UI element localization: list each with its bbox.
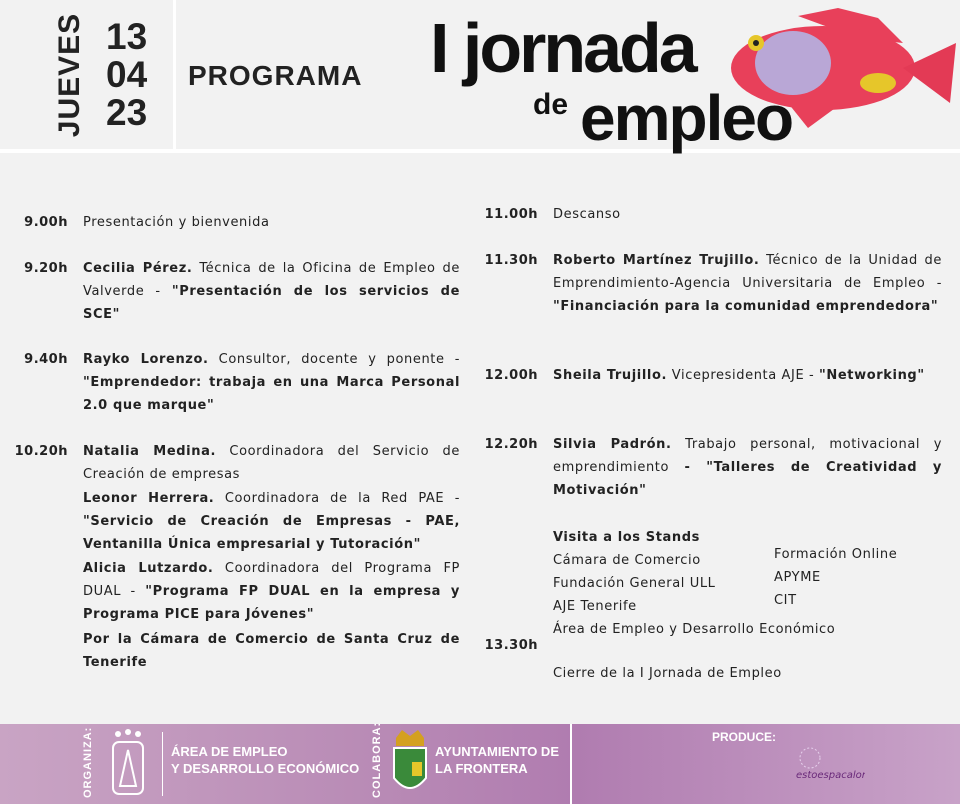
schedule-item: Alicia Lutzardo. Coordinadora del Progra… <box>83 557 460 626</box>
ayuntamiento-name: AYUNTAMIENTO DE LA FRONTERA <box>435 743 559 777</box>
stand: Formación Online <box>774 547 898 562</box>
produce-label: PRODUCE: <box>712 730 777 744</box>
item-emphasis: "Networking" <box>819 368 925 383</box>
item-emphasis: Leonor Herrera. <box>83 491 215 506</box>
item-text: Presentación y bienvenida <box>83 215 270 230</box>
program-label: PROGRAMA <box>188 60 363 91</box>
time-label: 10.20h <box>14 444 68 459</box>
area-line2: Y DESARROLLO ECONÓMICO <box>171 761 360 776</box>
date-month: 04 <box>106 54 148 95</box>
producer-logo: estoespacalor <box>790 744 867 786</box>
schedule-item: Cecilia Pérez. Técnica de la Oficina de … <box>83 257 460 326</box>
item-emphasis: "Programa FP DUAL en la empresa y Progra… <box>83 584 460 622</box>
divider <box>162 732 163 796</box>
header: JUEVES 13 04 23 PROGRAMA I jornada de em… <box>0 0 960 154</box>
schedule-item: Silvia Padrón. Trabajo personal, motivac… <box>553 433 942 502</box>
time-label: 11.30h <box>484 253 538 268</box>
item-emphasis: Cecilia Pérez. <box>83 261 193 276</box>
footer: ORGANIZA: ÁREA DE EMPLEO Y DESARROLLO EC… <box>0 721 960 804</box>
area-name: ÁREA DE EMPLEO Y DESARROLLO ECONÓMICO <box>171 743 359 777</box>
time-label: 12.20h <box>484 437 538 452</box>
ayuntamiento-crest <box>393 730 427 789</box>
ayto-line1: AYUNTAMIENTO DE <box>435 744 559 759</box>
stand: CIT <box>774 593 797 608</box>
schedule-item: Descanso <box>553 203 942 226</box>
time-label: 9.20h <box>24 261 68 276</box>
stand: AJE Tenerife <box>553 599 637 614</box>
organiza-label: ORGANIZA: <box>82 726 94 798</box>
schedule-item: Natalia Medina. Coordinadora del Servici… <box>83 440 460 486</box>
title-line1: I jornada <box>430 9 698 87</box>
area-line1: ÁREA DE EMPLEO <box>171 744 288 759</box>
item-emphasis: "Presentación de los servicios de SCE" <box>83 284 460 322</box>
item-emphasis: "Financiación para la comunidad emprende… <box>553 299 939 314</box>
item-emphasis: Por la Cámara de Comercio de Santa Cruz … <box>83 632 460 670</box>
divider <box>173 0 176 153</box>
item-emphasis: Alicia Lutzardo. <box>83 561 214 576</box>
weekday: JUEVES <box>40 13 100 137</box>
item-emphasis: Silvia Padrón. <box>553 437 672 452</box>
schedule-item: Leonor Herrera. Coordinadora de la Red P… <box>83 487 460 556</box>
time-label: 12.00h <box>484 368 538 383</box>
date: 13 04 23 <box>106 18 147 132</box>
schedule-item: Rayko Lorenzo. Consultor, docente y pone… <box>83 348 460 417</box>
closing-text: Cierre de la I Jornada de Empleo <box>553 666 782 681</box>
stands-title: Visita a los Stands <box>553 530 700 545</box>
weekday-text: JUEVES <box>53 12 87 138</box>
ayto-line2: LA FRONTERA <box>435 761 528 776</box>
stand: Fundación General ULL <box>553 576 716 591</box>
cabildo-logo <box>112 729 144 795</box>
item-text: Coordinadora del Servicio de Creación de… <box>83 444 460 482</box>
divider <box>570 724 572 804</box>
item-text: Técnica de la Oficina de Empleo de Valve… <box>83 261 460 299</box>
item-emphasis: Rayko Lorenzo. <box>83 352 209 367</box>
schedule-item: Por la Cámara de Comercio de Santa Cruz … <box>83 628 460 674</box>
item-text: Trabajo personal, motivacional y emprend… <box>553 437 943 475</box>
fish-illustration <box>731 8 956 128</box>
schedule-item: Roberto Martínez Trujillo. Técnico de la… <box>553 249 942 318</box>
stands-col1: Cámara de Comercio Fundación General ULL… <box>553 549 835 641</box>
time-label: 11.00h <box>484 207 538 222</box>
stands-col2: Formación Online APYME CIT <box>774 543 897 612</box>
time-label: 9.40h <box>24 352 68 367</box>
item-emphasis: "Servicio de Creación de Empresas - PAE,… <box>83 514 460 552</box>
time-label: 9.00h <box>24 215 68 230</box>
colabora-label: COLABORA: <box>371 721 383 798</box>
schedule-item: Presentación y bienvenida <box>83 211 460 234</box>
item-emphasis: - "Talleres de Creatividad y Motivación" <box>553 460 942 498</box>
date-year: 23 <box>106 92 148 133</box>
title-de: de <box>533 88 569 121</box>
item-text: Vicepresidenta AJE - <box>667 368 820 383</box>
stand: Área de Empleo y Desarrollo Económico <box>553 622 836 637</box>
date-day: 13 <box>106 16 148 57</box>
schedule-item: Sheila Trujillo. Vicepresidenta AJE - "N… <box>553 364 942 387</box>
item-emphasis: Roberto Martínez Trujillo. <box>553 253 760 268</box>
item-text: Descanso <box>553 207 621 222</box>
item-text: Técnico de la Unidad de Emprendimiento-A… <box>553 253 942 291</box>
item-emphasis: "Emprendedor: trabaja en una Marca Perso… <box>83 375 460 413</box>
stand: Cámara de Comercio <box>553 553 701 568</box>
item-text: Coordinadora del Programa FP DUAL - <box>83 561 460 599</box>
item-text: Coordinadora de la Red PAE - <box>214 491 460 506</box>
stand: APYME <box>774 570 821 585</box>
item-text: Consultor, docente y ponente - <box>208 352 460 367</box>
item-emphasis: Natalia Medina. <box>83 444 216 459</box>
closing-time: 13.30h <box>484 638 538 653</box>
svg-text:estoespacalor: estoespacalor <box>796 770 865 781</box>
item-emphasis: Sheila Trujillo. <box>553 368 668 383</box>
